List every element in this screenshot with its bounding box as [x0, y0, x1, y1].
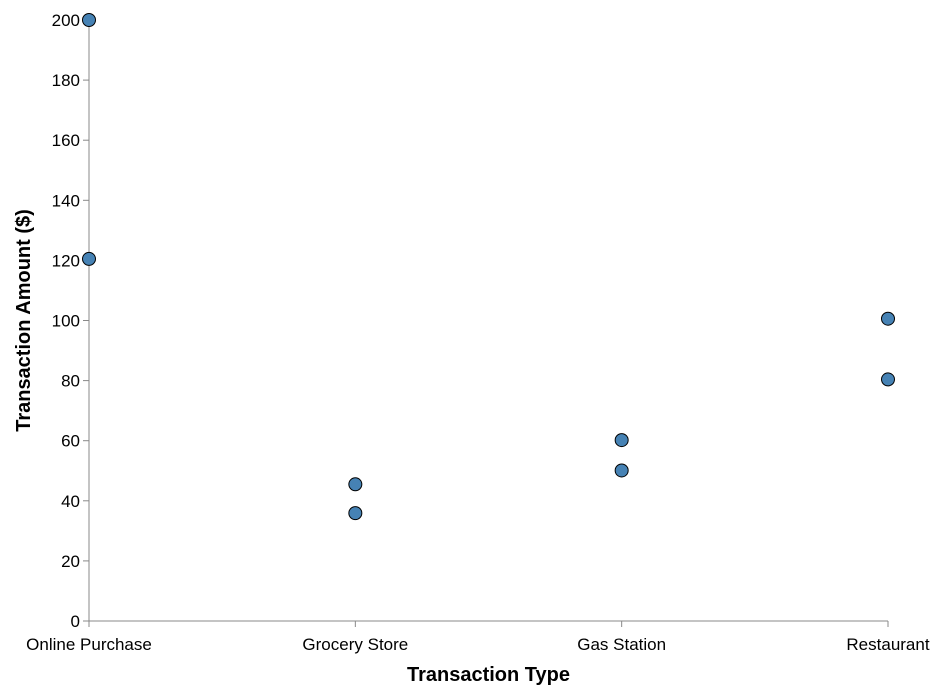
data-points [82, 13, 895, 521]
data-point[interactable] [614, 463, 629, 478]
y-tick-label: 40 [61, 492, 80, 511]
data-point[interactable] [881, 311, 895, 326]
y-tick-label: 0 [71, 612, 80, 631]
y-axis-title: Transaction Amount ($) [13, 209, 35, 432]
x-axis-title: Transaction Type [407, 664, 570, 686]
data-point[interactable] [614, 433, 629, 448]
x-tick-label: Grocery Store [302, 635, 408, 654]
data-point[interactable] [348, 477, 363, 492]
y-tick-label: 180 [52, 71, 80, 90]
y-tick-label: 140 [52, 191, 80, 210]
y-tick-label: 20 [61, 552, 80, 571]
data-point[interactable] [881, 372, 895, 387]
y-tick-label: 120 [52, 251, 80, 270]
y-tick-label: 160 [52, 131, 80, 150]
y-tick-label: 200 [52, 11, 80, 30]
y-tick-label: 60 [61, 432, 80, 451]
x-axis: Online Purchase Grocery Store Gas Station R… [26, 620, 930, 654]
y-tick-label: 80 [61, 372, 80, 391]
data-point[interactable] [82, 251, 96, 266]
data-point[interactable] [348, 506, 363, 521]
x-tick-label: Online Purchase [26, 635, 152, 654]
x-tick-label: Gas Station [577, 635, 666, 654]
data-point[interactable] [82, 13, 96, 27]
x-tick-label: Restaurant [846, 635, 929, 654]
y-axis: 0 20 40 60 80 100 120 140 160 180 200 [52, 11, 90, 631]
y-tick-label: 100 [52, 312, 80, 331]
